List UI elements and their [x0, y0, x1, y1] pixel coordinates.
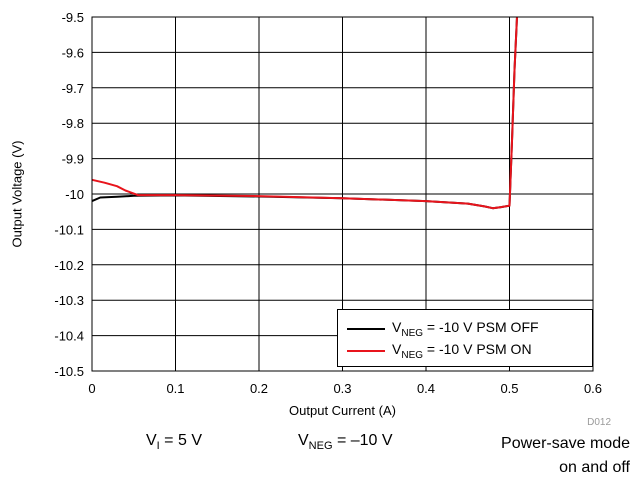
y-tick-label: -10.3 — [54, 293, 84, 308]
y-tick-label: -10.1 — [54, 222, 84, 237]
x-tick-label: 0.4 — [417, 381, 435, 396]
x-tick-label: 0.2 — [250, 381, 268, 396]
tick-labels: 0 0.1 0.2 0.3 0.4 0.5 0.6 -9.5 -9.6 -9.7 -9.8 -9.9 -… — [54, 10, 602, 396]
y-tick-label: -9.7 — [62, 81, 84, 96]
y-tick-label: -9.6 — [62, 45, 84, 60]
x-tick-label: 0.5 — [500, 381, 518, 396]
condition-mode: Power-save mode on and off — [501, 432, 630, 480]
legend-swatch-psm-on — [347, 350, 385, 352]
y-tick-label: -9.8 — [62, 116, 84, 131]
x-tick-label: 0 — [88, 381, 95, 396]
condition-mode-line2: on and off — [559, 459, 630, 476]
series-lines — [91, 16, 518, 210]
series-line-psm-on — [91, 16, 518, 210]
legend-entry-psm-on: VNEG = -10 V PSM ON — [338, 340, 592, 361]
x-tick-label: 0.3 — [333, 381, 351, 396]
figure-code: D012 — [587, 417, 611, 428]
y-tick-label: -10 — [65, 187, 84, 202]
y-tick-label: -9.9 — [62, 152, 84, 167]
y-tick-label: -10.4 — [54, 329, 84, 344]
y-tick-label: -10.5 — [54, 364, 84, 379]
legend: VNEG = -10 V PSM OFF VNEG = -10 V PSM ON — [337, 309, 593, 367]
x-tick-label: 0.1 — [166, 381, 184, 396]
condition-mode-line1: Power-save mode — [501, 435, 630, 452]
legend-label-psm-on: VNEG = -10 V PSM ON — [392, 341, 532, 361]
y-tick-label: -9.5 — [62, 10, 84, 25]
x-tick-label: 0.6 — [584, 381, 602, 396]
condition-vneg: VNEG = –10 V — [298, 432, 393, 453]
legend-entry-psm-off: VNEG = -10 V PSM OFF — [338, 318, 592, 339]
y-tick-label: -10.2 — [54, 258, 84, 273]
x-axis-label: Output Current (A) — [289, 403, 396, 418]
condition-input-voltage: VI = 5 V — [146, 432, 202, 453]
series-line-psm-off — [91, 16, 518, 210]
plot-frame — [91, 16, 594, 372]
legend-label-psm-off: VNEG = -10 V PSM OFF — [392, 319, 539, 339]
y-axis-label: Output Voltage (V) — [9, 141, 24, 248]
legend-swatch-psm-off — [347, 328, 385, 330]
